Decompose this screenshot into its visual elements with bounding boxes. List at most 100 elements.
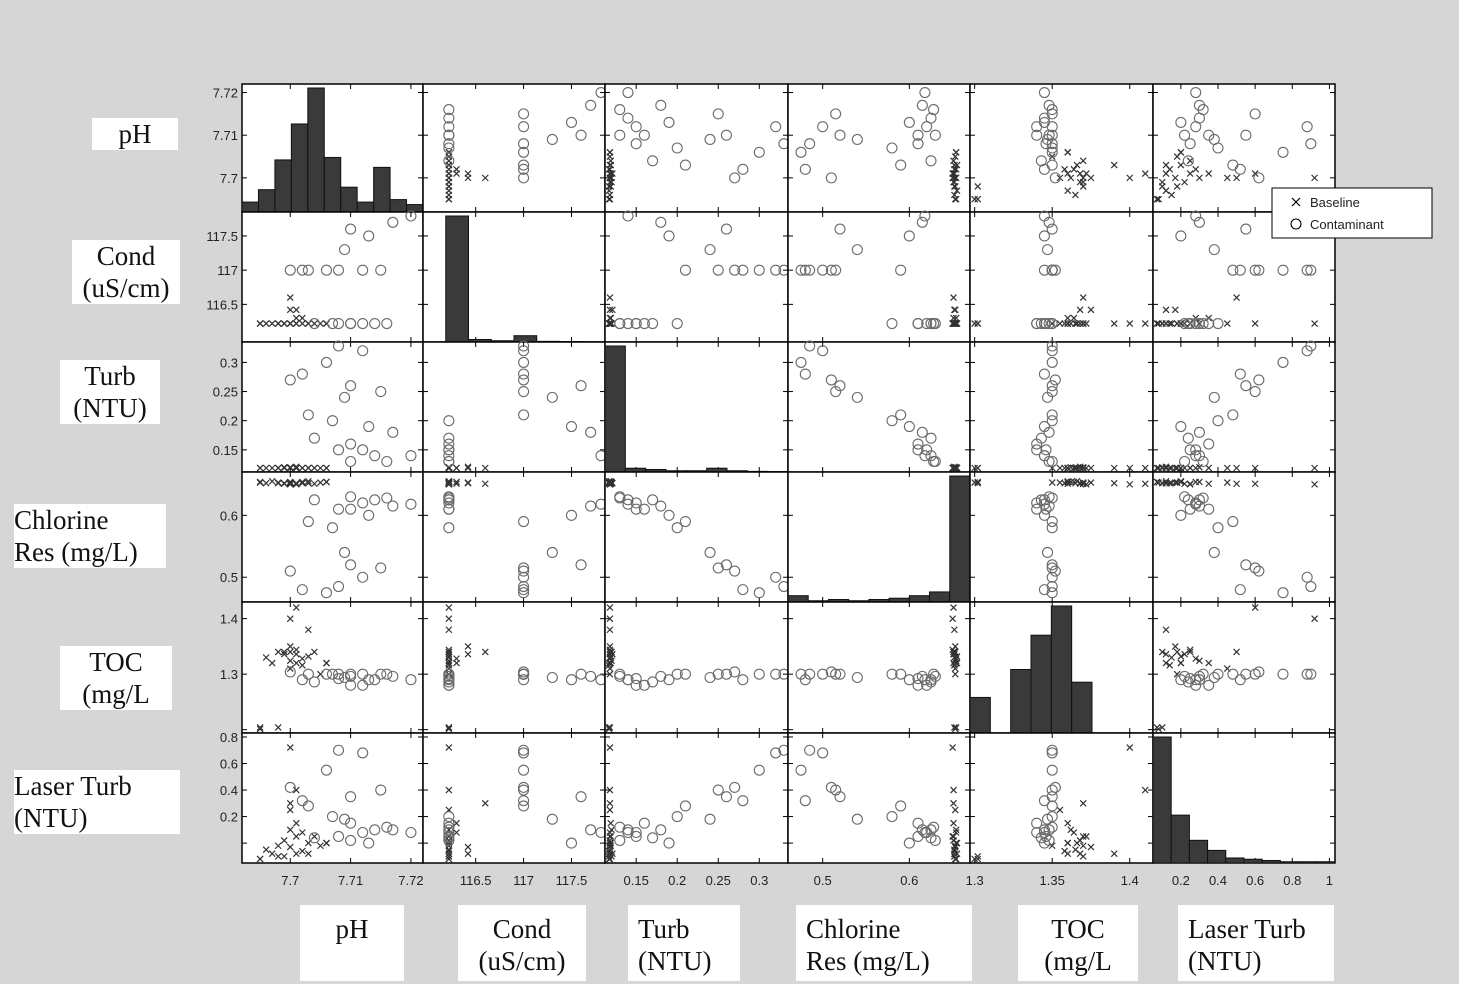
contaminant-point bbox=[302, 264, 314, 276]
baseline-point bbox=[1162, 659, 1170, 667]
baseline-point bbox=[1073, 320, 1081, 327]
contaminant-point bbox=[326, 317, 339, 330]
baseline-point bbox=[1153, 478, 1161, 486]
contaminant-point bbox=[1305, 264, 1317, 276]
baseline-point bbox=[1186, 170, 1194, 178]
row-label-ph: pH bbox=[92, 118, 178, 150]
contaminant-point bbox=[518, 172, 530, 184]
baseline-point bbox=[464, 463, 472, 471]
contaminant-point bbox=[405, 498, 417, 510]
panel-r1-c1 bbox=[422, 211, 606, 343]
contaminant-point bbox=[804, 138, 816, 150]
baseline-point bbox=[1171, 479, 1179, 486]
contaminant-point bbox=[1043, 317, 1055, 330]
baseline-point bbox=[268, 464, 276, 472]
contaminant-point bbox=[886, 811, 898, 823]
y-tick-label: 0.6 bbox=[220, 508, 238, 523]
contaminant-point bbox=[363, 230, 375, 242]
contaminant-point bbox=[546, 671, 558, 684]
contaminant-point bbox=[345, 679, 357, 691]
contaminant-point bbox=[1305, 340, 1317, 352]
baseline-point bbox=[445, 195, 453, 203]
baseline-point bbox=[606, 659, 614, 667]
contaminant-point bbox=[1046, 356, 1058, 368]
panel-frame bbox=[969, 83, 1154, 213]
contaminant-point bbox=[1182, 432, 1194, 444]
contaminant-point bbox=[1175, 509, 1187, 521]
baseline-point bbox=[304, 464, 312, 472]
y-tick-label: 1.4 bbox=[220, 612, 238, 627]
contaminant-point bbox=[919, 674, 931, 686]
contaminant-point bbox=[1031, 444, 1043, 456]
contaminant-point bbox=[1277, 587, 1289, 599]
baseline-point bbox=[481, 174, 489, 182]
contaminant-point bbox=[320, 356, 333, 368]
contaminant-point bbox=[565, 420, 578, 433]
contaminant-point bbox=[830, 108, 842, 120]
baseline-point bbox=[274, 464, 282, 472]
contaminant-point bbox=[770, 747, 782, 759]
contaminant-point bbox=[345, 317, 357, 330]
baseline-point bbox=[298, 314, 306, 322]
contaminant-point bbox=[518, 146, 530, 158]
contaminant-point bbox=[737, 264, 749, 276]
baseline-point bbox=[606, 626, 614, 634]
contaminant-point bbox=[357, 264, 369, 276]
baseline-point bbox=[950, 306, 958, 314]
baseline-point bbox=[1110, 320, 1118, 327]
baseline-point bbox=[1056, 464, 1064, 472]
contaminant-point bbox=[630, 826, 642, 839]
contaminant-point bbox=[387, 500, 399, 512]
contaminant-point bbox=[804, 744, 816, 756]
contaminant-point bbox=[1182, 155, 1194, 167]
contaminant-point bbox=[357, 571, 369, 583]
contaminant-point bbox=[546, 133, 558, 146]
contaminant-point bbox=[1043, 455, 1055, 468]
contaminant-point bbox=[443, 834, 455, 846]
y-tick-label: 0.5 bbox=[220, 570, 238, 585]
contaminant-point bbox=[1301, 668, 1313, 680]
baseline-point bbox=[950, 833, 957, 840]
baseline-point bbox=[1162, 626, 1170, 634]
baseline-point bbox=[453, 480, 460, 488]
baseline-point bbox=[286, 479, 294, 486]
contaminant-point bbox=[912, 129, 924, 141]
histogram-bar bbox=[1071, 681, 1093, 734]
y-tick-label: 0.15 bbox=[213, 443, 238, 458]
contaminant-point bbox=[1046, 409, 1058, 421]
baseline-point bbox=[280, 463, 288, 471]
contaminant-point bbox=[1038, 116, 1050, 128]
contaminant-point bbox=[679, 515, 691, 528]
contaminant-point bbox=[817, 264, 829, 276]
x-tick-label: 0.2 bbox=[1172, 873, 1190, 888]
contaminant-point bbox=[1240, 223, 1252, 235]
legend-box bbox=[1271, 187, 1433, 239]
contaminant-point bbox=[443, 415, 455, 427]
baseline-point bbox=[292, 850, 300, 858]
baseline-point bbox=[1181, 480, 1188, 488]
contaminant-point bbox=[704, 546, 716, 559]
contaminant-point bbox=[886, 317, 898, 330]
contaminant-point bbox=[1043, 216, 1055, 228]
contaminant-point bbox=[1046, 223, 1058, 235]
contaminant-point bbox=[886, 415, 898, 427]
y-tick-label: 0.25 bbox=[213, 385, 238, 400]
contaminant-point bbox=[1182, 317, 1194, 330]
histogram-bar bbox=[787, 595, 809, 603]
contaminant-point bbox=[671, 317, 683, 330]
baseline-point bbox=[1087, 479, 1095, 486]
baseline-point bbox=[1141, 170, 1149, 178]
baseline-point bbox=[292, 480, 300, 488]
baseline-point bbox=[310, 648, 318, 656]
contaminant-point bbox=[1179, 491, 1191, 503]
contaminant-point bbox=[443, 138, 455, 150]
baseline-point bbox=[1251, 464, 1259, 472]
contaminant-point bbox=[663, 837, 675, 849]
panel-r5-c1 bbox=[422, 732, 607, 864]
contaminant-point bbox=[1031, 317, 1043, 330]
contaminant-point bbox=[1046, 340, 1058, 352]
contaminant-point bbox=[387, 824, 399, 836]
y-tick-label: 0.4 bbox=[220, 783, 238, 798]
contaminant-point bbox=[1234, 368, 1246, 380]
contaminant-point bbox=[1227, 264, 1239, 276]
